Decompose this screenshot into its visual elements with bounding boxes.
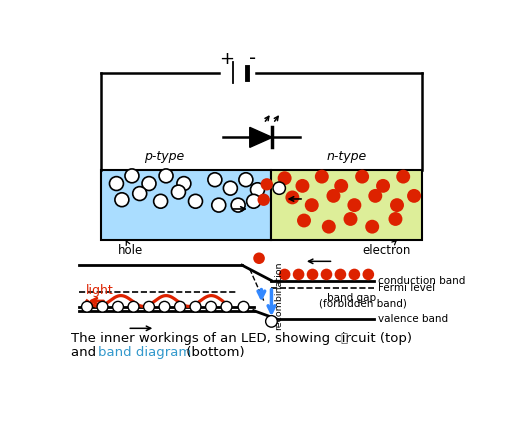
Circle shape	[277, 171, 291, 185]
Circle shape	[253, 253, 264, 264]
Circle shape	[190, 301, 201, 312]
Circle shape	[343, 212, 357, 226]
Circle shape	[238, 173, 252, 187]
Circle shape	[132, 187, 147, 201]
Circle shape	[250, 183, 264, 197]
Circle shape	[246, 194, 260, 208]
Text: p-type: p-type	[144, 150, 184, 163]
Text: and: and	[71, 346, 101, 359]
Circle shape	[97, 301, 108, 312]
Text: n-type: n-type	[326, 150, 366, 163]
Circle shape	[321, 220, 335, 233]
Circle shape	[171, 185, 185, 199]
Bar	[101, 170, 271, 240]
Text: (bottom): (bottom)	[181, 346, 244, 359]
Circle shape	[354, 170, 369, 184]
Circle shape	[257, 193, 269, 206]
Circle shape	[296, 213, 310, 227]
Circle shape	[231, 198, 245, 212]
Text: recombination: recombination	[274, 262, 283, 330]
Circle shape	[208, 173, 221, 187]
Circle shape	[177, 177, 190, 190]
Bar	[79, 255, 458, 332]
Circle shape	[285, 190, 299, 204]
Circle shape	[306, 269, 318, 280]
Circle shape	[220, 301, 232, 312]
Text: light: light	[86, 285, 113, 297]
Circle shape	[388, 212, 402, 226]
Bar	[271, 170, 421, 240]
Polygon shape	[249, 127, 272, 147]
Circle shape	[125, 169, 138, 183]
Circle shape	[112, 301, 123, 312]
Text: The inner workings of an LED, showing circuit (top): The inner workings of an LED, showing ci…	[71, 332, 416, 345]
Circle shape	[265, 316, 277, 327]
Circle shape	[265, 316, 277, 327]
Circle shape	[205, 301, 216, 312]
Circle shape	[333, 179, 348, 193]
Text: hole: hole	[118, 241, 143, 256]
Circle shape	[128, 301, 138, 312]
Circle shape	[272, 182, 285, 194]
Text: ⧉: ⧉	[340, 332, 347, 345]
Circle shape	[395, 170, 409, 184]
Circle shape	[314, 170, 328, 184]
Circle shape	[320, 269, 332, 280]
Circle shape	[326, 189, 340, 203]
Text: +: +	[218, 50, 234, 68]
Text: valence band: valence band	[377, 314, 447, 324]
Text: -: -	[249, 49, 256, 68]
Circle shape	[375, 179, 389, 193]
Text: (forbidden band): (forbidden band)	[319, 299, 407, 309]
Text: electron: electron	[361, 241, 410, 256]
Circle shape	[153, 194, 167, 208]
Circle shape	[159, 169, 173, 183]
Circle shape	[292, 269, 304, 280]
Text: band diagram: band diagram	[98, 346, 191, 359]
Circle shape	[238, 301, 248, 312]
Circle shape	[334, 269, 346, 280]
Circle shape	[211, 198, 225, 212]
Circle shape	[278, 269, 290, 280]
Circle shape	[348, 269, 359, 280]
Circle shape	[188, 194, 202, 208]
Circle shape	[367, 189, 382, 203]
Circle shape	[295, 179, 309, 193]
Text: band gap: band gap	[327, 293, 376, 302]
Circle shape	[362, 269, 374, 280]
Text: Fermi level: Fermi level	[377, 283, 434, 293]
Text: conduction band: conduction band	[377, 276, 464, 285]
Circle shape	[389, 198, 403, 212]
Circle shape	[223, 181, 237, 195]
Circle shape	[260, 178, 272, 190]
Circle shape	[142, 177, 156, 190]
Circle shape	[115, 193, 129, 207]
Circle shape	[144, 301, 154, 312]
Circle shape	[81, 301, 92, 312]
Circle shape	[109, 177, 123, 190]
Circle shape	[159, 301, 169, 312]
Circle shape	[406, 189, 420, 203]
Circle shape	[174, 301, 185, 312]
Circle shape	[304, 198, 318, 212]
Circle shape	[347, 198, 361, 212]
Circle shape	[364, 220, 378, 233]
